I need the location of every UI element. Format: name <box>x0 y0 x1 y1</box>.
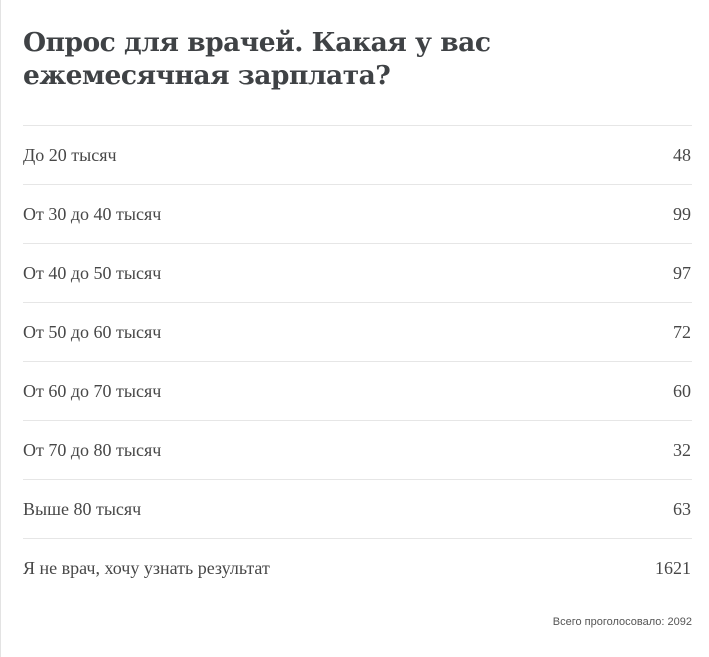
poll-option-count: 1621 <box>655 557 691 578</box>
poll-option-1[interactable]: До 20 тысяч 48 <box>23 126 692 185</box>
poll-option-label: До 20 тысяч <box>23 144 117 165</box>
poll-option-label: От 50 до 60 тысяч <box>23 321 162 342</box>
poll-option-label: Я не врач, хочу узнать результат <box>23 557 270 578</box>
poll-option-count: 72 <box>673 321 691 342</box>
poll-option-label: От 60 до 70 тысяч <box>23 380 162 401</box>
poll-title: Опрос для врачей. Какая у вас ежемесячна… <box>23 27 491 91</box>
poll-option-label: От 30 до 40 тысяч <box>23 203 162 224</box>
left-border <box>0 0 1 657</box>
poll-option-8[interactable]: Я не врач, хочу узнать результат 1621 <box>23 539 692 597</box>
poll-option-label: От 70 до 80 тысяч <box>23 439 162 460</box>
poll-option-count: 63 <box>673 498 691 519</box>
poll-options-list: До 20 тысяч 48 От 30 до 40 тысяч 99 От 4… <box>23 125 692 597</box>
poll-option-3[interactable]: От 40 до 50 тысяч 97 <box>23 244 692 303</box>
poll-option-count: 97 <box>673 262 691 283</box>
poll-option-7[interactable]: Выше 80 тысяч 63 <box>23 480 692 539</box>
poll-total-votes: Всего проголосовало: 2092 <box>552 616 692 628</box>
poll-option-label: Выше 80 тысяч <box>23 498 142 519</box>
poll-option-count: 48 <box>673 144 691 165</box>
poll-option-count: 32 <box>673 439 691 460</box>
poll-option-label: От 40 до 50 тысяч <box>23 262 162 283</box>
poll-widget: Опрос для врачей. Какая у вас ежемесячна… <box>23 26 692 628</box>
poll-option-5[interactable]: От 60 до 70 тысяч 60 <box>23 362 692 421</box>
poll-option-count: 99 <box>673 203 691 224</box>
poll-option-count: 60 <box>673 380 691 401</box>
poll-option-6[interactable]: От 70 до 80 тысяч 32 <box>23 421 692 480</box>
poll-option-4[interactable]: От 50 до 60 тысяч 72 <box>23 303 692 362</box>
poll-option-2[interactable]: От 30 до 40 тысяч 99 <box>23 185 692 244</box>
